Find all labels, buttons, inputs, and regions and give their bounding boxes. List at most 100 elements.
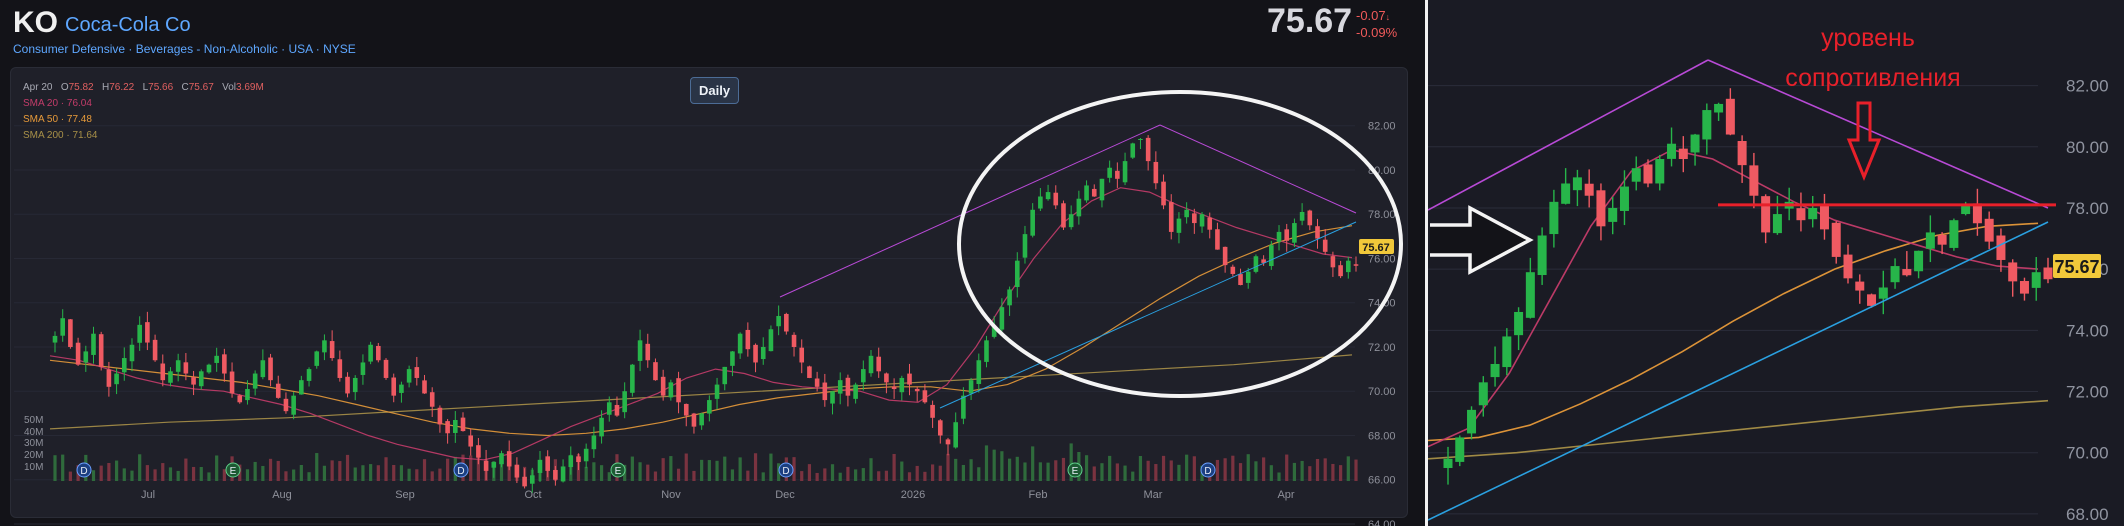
volume-tick-label: 30M [24, 438, 43, 449]
candle-body [299, 380, 304, 395]
volume-bar [723, 456, 727, 481]
annotation-text-line2: сопротивления [1785, 64, 1960, 92]
volume-bar [168, 467, 173, 481]
zoom-candle-body [1467, 409, 1477, 434]
volume-bar [777, 463, 781, 481]
volume-bar [1254, 461, 1258, 481]
volume-bar [715, 460, 719, 481]
candle-body [1076, 198, 1082, 217]
volume-bar [676, 468, 681, 481]
interval-daily-button[interactable]: Daily [690, 77, 740, 104]
zoom-candle-body [1972, 203, 1982, 224]
volume-bar [584, 466, 588, 481]
volume-bar [1177, 464, 1181, 481]
marker-label: E [1072, 466, 1079, 477]
candle-body [198, 371, 204, 387]
zoom-sma20-line [1428, 148, 2039, 448]
candle-body [1269, 245, 1274, 267]
candle-body [491, 462, 497, 468]
volume-bar [700, 459, 704, 481]
volume-bar [977, 467, 981, 481]
earnings-marker: E [1067, 462, 1083, 478]
zoom-chart-panel: 68.0070.0072.0074.0076.0078.0080.0082.00… [1428, 0, 2124, 526]
candle-body [1299, 212, 1305, 221]
marker-circle [225, 462, 241, 478]
volume-bar [353, 467, 357, 481]
volume-bar [1038, 462, 1042, 481]
price-badge-label: 75.67 [1362, 242, 1390, 254]
candle-body [1245, 271, 1251, 283]
volume-bar [91, 470, 96, 481]
volume-bar [1292, 462, 1297, 481]
candle-body [499, 453, 504, 465]
volume-bar [592, 462, 596, 481]
zoom-candle-body [1655, 159, 1665, 184]
candle-body [68, 319, 73, 347]
volume-bar [915, 465, 919, 481]
company-meta-links[interactable]: Consumer Defensive · Beverages - Non-Alc… [13, 42, 356, 56]
zoom-candle-body [2043, 267, 2053, 280]
zoom-candle-body [1619, 186, 1629, 211]
volume-bar [1185, 454, 1189, 481]
volume-bar [53, 455, 57, 481]
candle-body [1284, 229, 1290, 241]
candle-body [429, 392, 435, 407]
candle-body [106, 369, 112, 387]
dividend-marker: D [778, 462, 794, 478]
candle-body [252, 373, 258, 389]
candle-body [152, 339, 158, 361]
volume-bar [1146, 460, 1150, 481]
candle-body [707, 400, 712, 414]
candle-body [568, 455, 574, 468]
candle-body [1068, 214, 1074, 228]
candle-body [1322, 239, 1328, 252]
zoom-candle-body [2008, 262, 2018, 282]
candle-body [514, 464, 520, 478]
volume-bar [1007, 458, 1012, 481]
candle-body [1199, 214, 1205, 227]
candle-body [1338, 265, 1343, 277]
volume-bar [430, 471, 434, 481]
zoom-support-line [1428, 221, 2049, 521]
sma50-line [49, 225, 1353, 437]
y-tick-label: 64.00 [1368, 519, 1396, 526]
volume-bar [661, 458, 665, 481]
candle-body [791, 334, 797, 347]
volume-bar [469, 455, 473, 481]
dividend-marker: D [453, 462, 469, 478]
x-tick-label: Aug [272, 489, 292, 501]
volume-bar [653, 471, 658, 481]
volume-bar [253, 461, 257, 481]
last-price: 75.67 [1267, 2, 1353, 40]
candle-body [1130, 143, 1136, 158]
candle-body [1292, 223, 1297, 243]
zoom-candle-body [1819, 204, 1829, 230]
zoom-candle-body [1596, 190, 1606, 227]
company-name-link[interactable]: Coca-Cola Co [65, 14, 191, 36]
candle-body [845, 377, 851, 396]
volume-bar [1115, 463, 1119, 481]
candle-body [322, 340, 327, 353]
zoom-chart-svg: 68.0070.0072.0074.0076.0078.0080.0082.00… [1428, 24, 2109, 524]
zoom-candle-body [1984, 218, 1994, 242]
volume-bar [884, 470, 889, 481]
earnings-marker: E [225, 462, 241, 478]
candle-body [406, 369, 412, 383]
candle-body [121, 358, 127, 373]
volume-bar [114, 460, 119, 481]
candle-body [352, 377, 358, 393]
candle-body [861, 369, 866, 383]
candle-body [822, 382, 828, 401]
zoom-y-tick-label: 80.00 [2066, 138, 2109, 157]
volume-bar [992, 449, 996, 481]
marker-circle [778, 462, 794, 478]
volume-bar [738, 457, 742, 481]
zoom-candle-body [1443, 458, 1453, 468]
volume-bar [330, 460, 334, 481]
volume-bar [376, 465, 380, 481]
candle-body [853, 384, 858, 399]
volume-bar [299, 464, 303, 481]
candle-body [98, 334, 104, 367]
candle-body [1091, 188, 1097, 197]
volume-bar [476, 456, 481, 481]
